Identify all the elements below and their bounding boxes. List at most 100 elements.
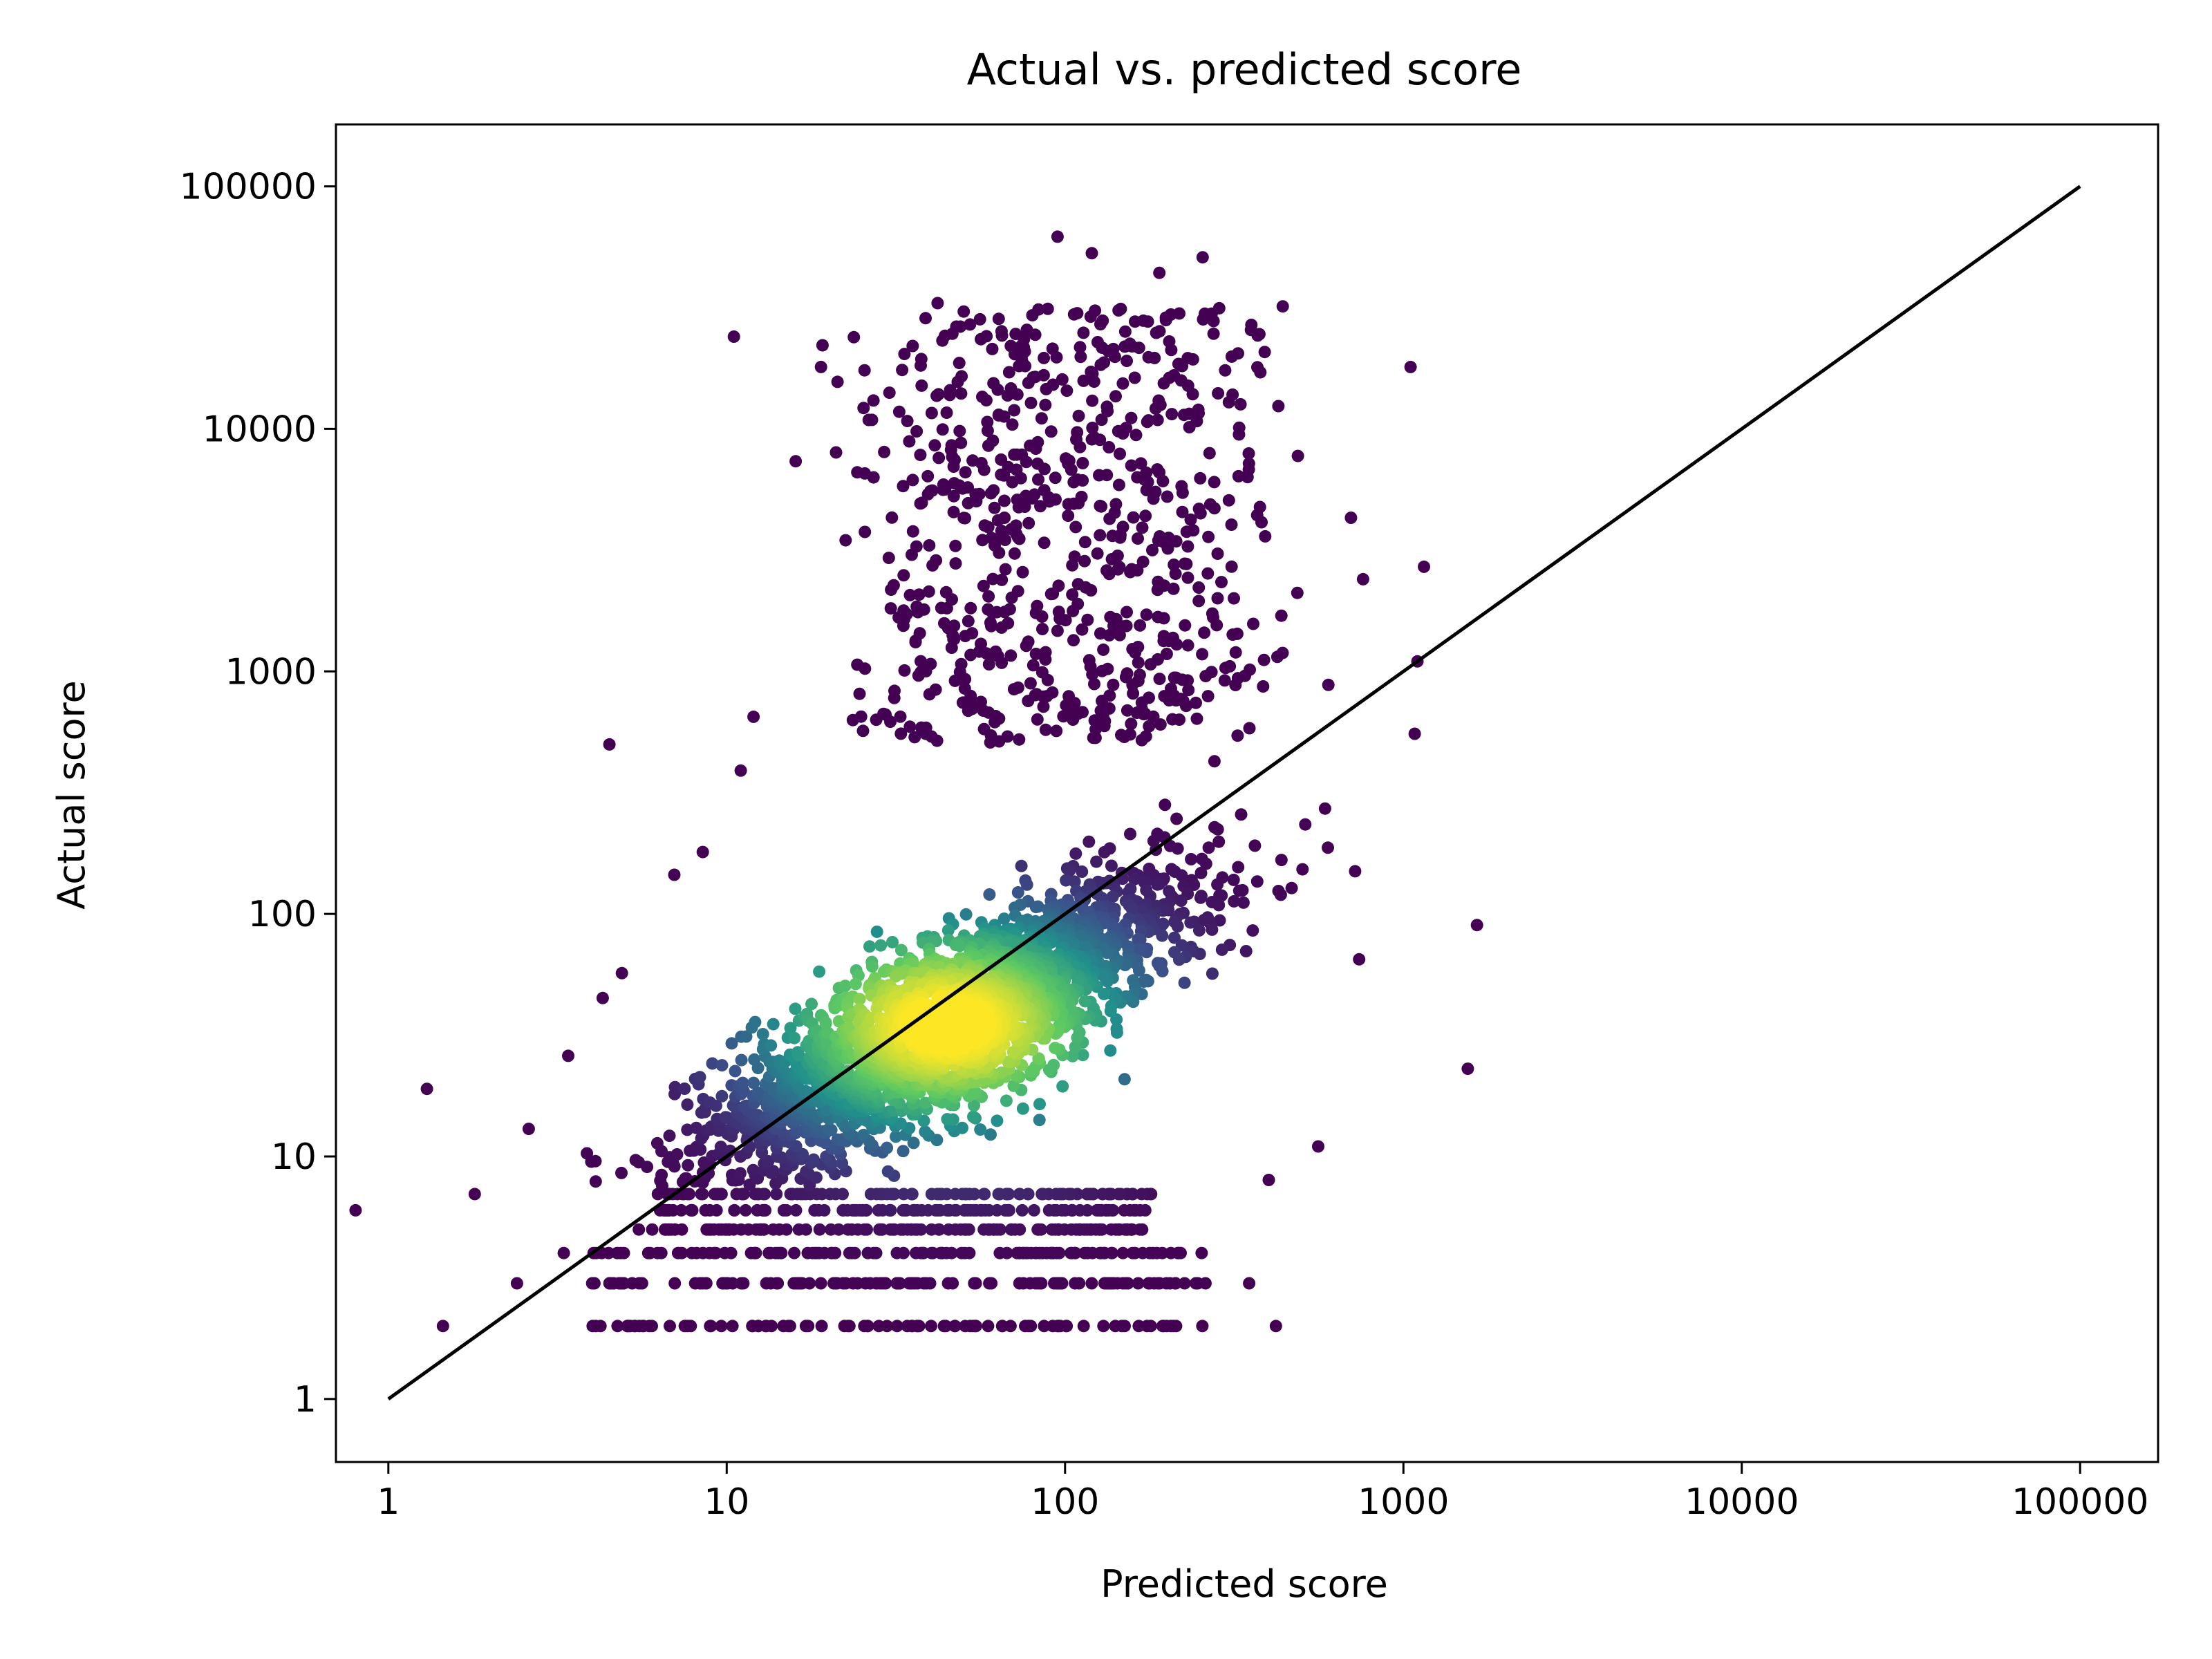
data-point: [1085, 247, 1098, 260]
data-point: [1255, 516, 1268, 529]
data-point: [846, 713, 859, 727]
data-point: [1065, 1246, 1078, 1259]
data-point: [1105, 553, 1118, 565]
data-point: [1022, 695, 1035, 708]
data-point: [1034, 500, 1047, 513]
data-point: [914, 497, 927, 510]
data-point: [982, 439, 995, 452]
data-point: [1121, 704, 1134, 717]
data-point: [767, 1018, 780, 1031]
data-point: [968, 1277, 981, 1290]
data-point: [1049, 1042, 1062, 1055]
data-point: [1038, 1320, 1051, 1333]
data-point: [982, 1320, 995, 1333]
data-point: [948, 1320, 962, 1333]
data-point: [1104, 1044, 1117, 1057]
data-point: [968, 1099, 980, 1112]
data-point: [1194, 507, 1207, 520]
data-point: [988, 501, 1001, 514]
data-point: [1129, 315, 1141, 328]
data-point: [1093, 469, 1105, 482]
data-point: [581, 1147, 594, 1160]
data-point: [1243, 1277, 1256, 1290]
data-point: [915, 359, 927, 372]
data-point: [1001, 389, 1014, 402]
data-point: [1110, 1022, 1123, 1035]
data-point: [1170, 535, 1183, 548]
data-point: [632, 1223, 646, 1236]
data-point: [1076, 623, 1089, 636]
data-point: [765, 1320, 778, 1333]
data-point: [982, 658, 995, 671]
data-point: [668, 1080, 682, 1094]
data-point: [949, 539, 962, 552]
data-point: [818, 1203, 831, 1217]
data-point: [914, 449, 927, 462]
data-point: [832, 1223, 845, 1236]
data-point: [704, 1320, 718, 1333]
data-point: [992, 1188, 1005, 1201]
data-point: [1225, 350, 1238, 363]
data-point: [1194, 891, 1207, 904]
y-axis-label: Actual score: [50, 680, 93, 909]
data-point: [1177, 409, 1190, 422]
data-point: [923, 688, 936, 701]
data-point: [894, 727, 908, 740]
data-point: [1418, 560, 1430, 573]
data-point: [955, 387, 968, 400]
data-point: [727, 330, 740, 343]
data-point: [940, 406, 953, 419]
data-point: [1029, 442, 1042, 456]
data-point: [1039, 653, 1052, 666]
data-point: [1159, 314, 1172, 327]
data-point: [981, 424, 994, 438]
data-point: [825, 1123, 838, 1136]
data-point: [922, 585, 935, 598]
data-point: [1179, 700, 1192, 713]
data-point: [901, 415, 914, 428]
data-point: [1141, 415, 1154, 429]
data-point: [1094, 358, 1107, 371]
data-point: [1112, 304, 1125, 317]
data-point: [589, 1175, 602, 1188]
data-point: [1060, 384, 1074, 397]
data-point: [874, 939, 888, 952]
data-point: [977, 579, 990, 592]
data-point: [1020, 639, 1033, 653]
data-point: [949, 557, 962, 570]
data-point: [1095, 500, 1108, 513]
data-point: [1195, 1246, 1208, 1259]
data-point: [1090, 1203, 1103, 1217]
data-point: [664, 1320, 676, 1333]
data-point: [767, 1165, 780, 1178]
data-point: [1024, 677, 1037, 690]
data-point: [1461, 1062, 1474, 1076]
data-point: [1322, 678, 1335, 691]
data-point: [940, 1188, 953, 1201]
data-point: [1013, 1277, 1026, 1290]
data-point: [1169, 568, 1182, 581]
data-point: [1032, 1052, 1045, 1065]
data-point: [1033, 1098, 1046, 1111]
data-point: [678, 1082, 691, 1095]
data-point: [747, 1076, 760, 1089]
data-point: [1094, 529, 1107, 542]
data-point: [1076, 941, 1089, 953]
data-point: [897, 1246, 910, 1259]
data-point: [1006, 1046, 1020, 1059]
data-point: [1066, 559, 1079, 572]
data-point: [944, 388, 956, 402]
data-point: [853, 687, 866, 700]
data-point: [1106, 890, 1119, 903]
data-point: [1125, 411, 1138, 424]
data-point: [1299, 818, 1312, 831]
data-point: [803, 1277, 816, 1290]
data-point: [906, 548, 918, 561]
data-point: [912, 588, 926, 601]
data-point: [1126, 1246, 1139, 1259]
data-point: [816, 339, 829, 352]
data-point: [715, 1059, 729, 1072]
data-point: [1156, 964, 1169, 977]
data-point: [1031, 1223, 1044, 1236]
data-point: [775, 1151, 788, 1164]
